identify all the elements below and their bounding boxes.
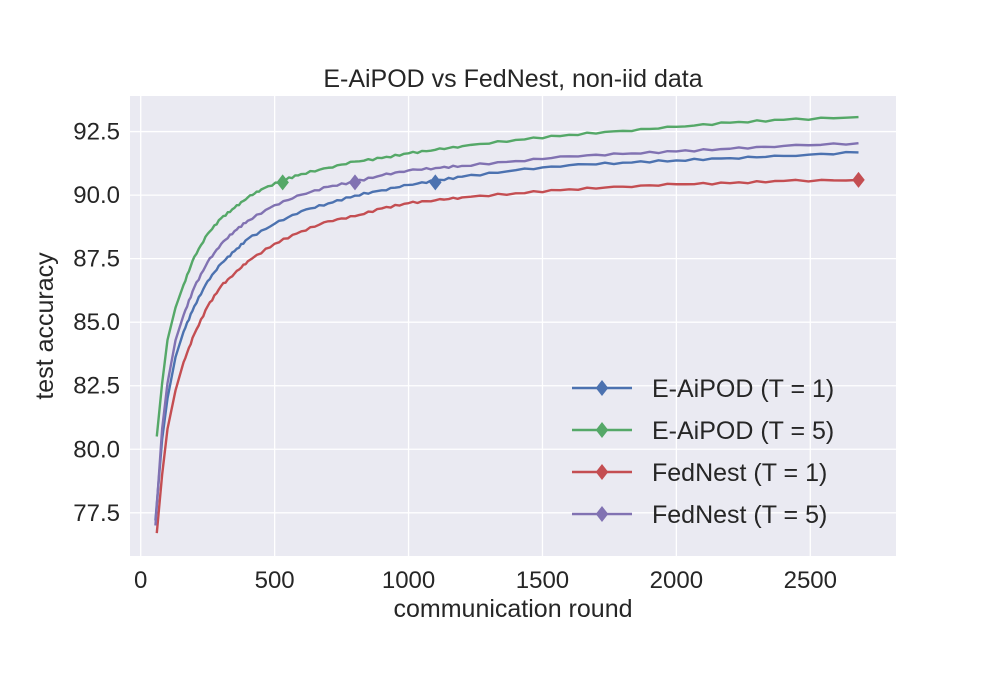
legend-marker	[595, 464, 609, 480]
series-line	[154, 150, 859, 521]
x-tick-labels: 0 500 1000 1500 2000 2500	[134, 567, 837, 594]
series-line	[154, 141, 859, 526]
series-marker	[429, 174, 442, 191]
series-marker	[852, 171, 865, 188]
y-axis-label: test accuracy	[31, 252, 59, 400]
y-tick-label: 92.5	[73, 119, 120, 146]
y-tick-label: 82.5	[73, 373, 120, 400]
x-tick-label: 500	[255, 567, 295, 594]
plot-background	[130, 96, 896, 556]
series-layer	[154, 115, 865, 534]
x-tick-label: 1000	[382, 567, 435, 594]
legend-marker	[595, 380, 609, 396]
x-tick-label: 1500	[516, 567, 569, 594]
y-tick-label: 87.5	[73, 246, 120, 273]
y-tick-labels: 77.5 80.0 82.5 85.0 87.5 90.0 92.5	[73, 119, 120, 527]
legend-label: FedNest (T = 1)	[652, 459, 827, 487]
y-tick-label: 77.5	[73, 500, 120, 527]
legend-marker	[595, 506, 609, 522]
series-marker	[276, 174, 289, 191]
legend: E-AiPOD (T = 1) E-AiPOD (T = 5) FedNest (T…	[572, 375, 834, 529]
series-marker	[348, 174, 362, 191]
x-tick-label: 2500	[784, 567, 837, 594]
legend-marker	[595, 422, 609, 438]
legend-label: FedNest (T = 5)	[652, 501, 827, 529]
x-tick-label: 0	[134, 567, 147, 594]
legend-label: E-AiPOD (T = 1)	[652, 375, 834, 403]
y-tick-label: 80.0	[73, 436, 120, 463]
grid-lines	[130, 96, 896, 556]
legend-label: E-AiPOD (T = 5)	[652, 417, 834, 445]
chart-title: E-AiPOD vs FedNest, non-iid data	[323, 65, 702, 93]
x-axis-label: communication round	[393, 595, 632, 623]
series-line	[155, 178, 859, 534]
y-tick-label: 90.0	[73, 182, 120, 209]
x-tick-label: 2000	[650, 567, 703, 594]
series-line	[155, 115, 859, 437]
y-tick-label: 85.0	[73, 309, 120, 336]
